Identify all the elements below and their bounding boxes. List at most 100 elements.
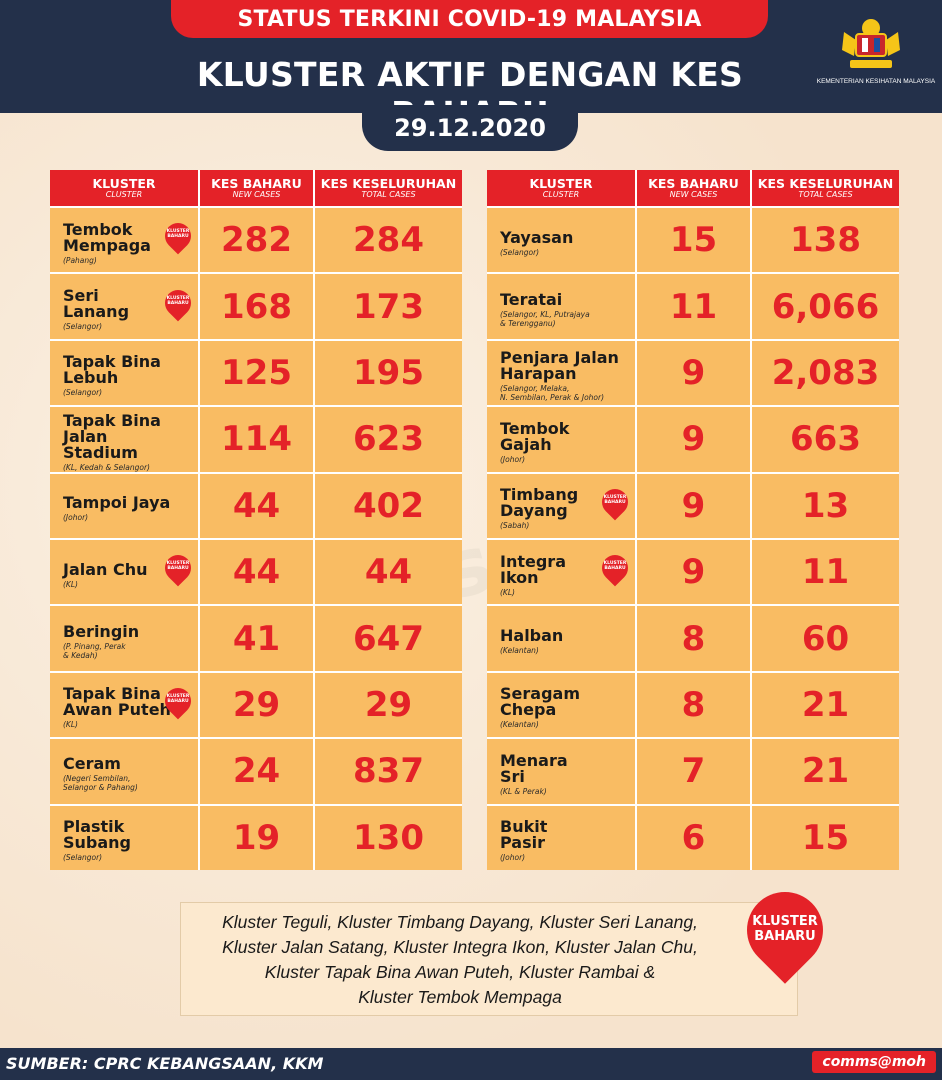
cluster-location: (Pahang) xyxy=(63,255,97,265)
header-new-cases: KES BAHARU NEW CASES xyxy=(200,170,315,206)
total-cases-value: 837 xyxy=(315,739,462,804)
table-row: Tampoi Jaya (Johor) 44 402 xyxy=(50,471,462,538)
badge-label: KLUSTER BAHARU xyxy=(166,229,190,240)
table-row: Seragam Chepa (Kelantan) 8 21 xyxy=(487,670,899,738)
table-row: Halban (Kelantan) 8 60 xyxy=(487,604,899,671)
cluster-location: (Selangor, Melaka, N. Sembilan, Perak & … xyxy=(500,383,605,402)
header-new-sub: NEW CASES xyxy=(232,190,281,199)
cluster-name: Tapak Bina Awan Puteh xyxy=(63,684,171,720)
cluster-name-cell: Tembok Gajah (Johor) xyxy=(487,407,637,472)
new-cases-value: 6 xyxy=(637,805,752,870)
footer-bar: SUMBER: CPRC KEBANGSAAN, KKM comms@moh xyxy=(0,1048,942,1080)
cluster-name-cell: Tapak Bina Jalan Stadium (KL, Kedah & Sel… xyxy=(50,407,200,472)
new-cluster-pin-icon: KLUSTER BAHARU xyxy=(596,483,634,523)
new-clusters-note: Kluster Teguli, Kluster Timbang Dayang, … xyxy=(180,910,740,1010)
cluster-location: (Selangor) xyxy=(63,388,103,398)
cluster-location: (KL) xyxy=(63,720,78,730)
new-cases-value: 15 xyxy=(637,208,752,273)
badge-label: KLUSTER BAHARU xyxy=(603,494,627,505)
cluster-name-cell: Integra Ikon (KL) KLUSTER BAHARU xyxy=(487,539,637,605)
ministry-label: KEMENTERIAN KESIHATAN MALAYSIA xyxy=(816,78,936,85)
table-row: Ceram (Negeri Sembilan, Selangor & Pahang… xyxy=(50,737,462,804)
date-badge: 29.12.2020 xyxy=(362,105,578,151)
header-cluster: KLUSTER CLUSTER xyxy=(50,170,200,206)
cluster-name: Teratai xyxy=(500,289,563,309)
total-cases-value: 2,083 xyxy=(752,340,899,406)
cluster-location: (Selangor) xyxy=(500,247,540,257)
total-cases-value: 623 xyxy=(315,407,462,472)
cluster-table-right: KLUSTER CLUSTER KES BAHARU NEW CASES KES… xyxy=(487,170,899,870)
header-new-label: KES BAHARU xyxy=(211,176,302,191)
cluster-name-cell: Tembok Mempaga (Pahang) KLUSTER BAHARU xyxy=(50,208,200,273)
header-new-sub: NEW CASES xyxy=(669,190,718,199)
cluster-name-cell: Penjara Jalan Harapan (Selangor, Melaka, … xyxy=(487,340,637,406)
header-total-cases: KES KESELURUHAN TOTAL CASES xyxy=(752,170,899,206)
cluster-name-cell: Yayasan (Selangor) xyxy=(487,208,637,273)
new-cases-value: 114 xyxy=(200,407,315,472)
cluster-location: (Kelantan) xyxy=(500,720,539,730)
cluster-name-cell: Tampoi Jaya (Johor) xyxy=(50,473,200,538)
new-cases-value: 19 xyxy=(200,805,315,870)
cluster-name-cell: Beringin (P. Pinang, Perak & Kedah) xyxy=(50,606,200,671)
new-cases-value: 9 xyxy=(637,407,752,472)
cluster-name-cell: Plastik Subang (Selangor) xyxy=(50,805,200,870)
new-cases-value: 168 xyxy=(200,274,315,339)
cluster-name: Tembok Mempaga xyxy=(63,219,151,255)
table-row: Teratai (Selangor, KL, Putrajaya & Tereng… xyxy=(487,272,899,339)
table-row: Penjara Jalan Harapan (Selangor, Melaka, … xyxy=(487,338,899,406)
badge-label: KLUSTER BAHARU xyxy=(166,561,190,572)
cluster-name-cell: Halban (Kelantan) xyxy=(487,606,637,671)
cluster-location: (Johor) xyxy=(63,513,89,523)
new-cases-value: 9 xyxy=(637,340,752,406)
cluster-name: Yayasan xyxy=(500,227,574,247)
new-cluster-pin-icon: KLUSTER BAHARU xyxy=(731,876,839,992)
new-cluster-pin-icon: KLUSTER BAHARU xyxy=(159,682,197,722)
new-cases-value: 8 xyxy=(637,672,752,738)
cluster-location: (KL & Perak) xyxy=(500,786,547,796)
cluster-name: Seri Lanang xyxy=(63,286,130,322)
badge-label: KLUSTER BAHARU xyxy=(166,295,190,306)
cluster-name-cell: Tapak Bina Lebuh (Selangor) xyxy=(50,340,200,406)
new-cluster-pin-icon: KLUSTER BAHARU xyxy=(159,549,197,589)
total-cases-value: 29 xyxy=(315,672,462,738)
cluster-location: (Kelantan) xyxy=(500,646,539,656)
table-row: Timbang Dayang (Sabah) KLUSTER BAHARU 9 13 xyxy=(487,471,899,538)
table-row: Integra Ikon (KL) KLUSTER BAHARU 9 11 xyxy=(487,537,899,605)
new-cases-value: 24 xyxy=(200,739,315,804)
cluster-name: Beringin xyxy=(63,621,140,641)
cluster-location: (Negeri Sembilan, Selangor & Pahang) xyxy=(63,774,138,793)
total-cases-value: 284 xyxy=(315,208,462,273)
total-cases-value: 647 xyxy=(315,606,462,671)
source-label: SUMBER: CPRC KEBANGSAAN, KKM xyxy=(6,1054,324,1073)
cluster-name: Bukit Pasir xyxy=(500,817,548,853)
table-row: Menara Sri (KL & Perak) 7 21 xyxy=(487,737,899,804)
total-cases-value: 21 xyxy=(752,672,899,738)
cluster-name: Menara Sri xyxy=(500,750,568,786)
cluster-name: Plastik Subang xyxy=(63,817,132,853)
total-cases-value: 60 xyxy=(752,606,899,671)
header-cluster-label: KLUSTER xyxy=(529,176,593,191)
cluster-location: (P. Pinang, Perak & Kedah) xyxy=(63,641,126,660)
new-cluster-pin-icon: KLUSTER BAHARU xyxy=(159,284,197,324)
total-cases-value: 138 xyxy=(752,208,899,273)
new-cases-value: 7 xyxy=(637,739,752,804)
table-header: KLUSTER CLUSTER KES BAHARU NEW CASES KES… xyxy=(50,170,462,206)
note-line: Kluster Jalan Satang, Kluster Integra Ik… xyxy=(222,937,698,957)
cluster-location: (Johor) xyxy=(500,853,526,863)
badge-label: KLUSTER BAHARU xyxy=(166,693,190,704)
cluster-name: Tampoi Jaya xyxy=(63,493,171,513)
cluster-name-cell: Jalan Chu (KL) KLUSTER BAHARU xyxy=(50,539,200,605)
cluster-name-cell: Timbang Dayang (Sabah) KLUSTER BAHARU xyxy=(487,473,637,538)
cluster-name-cell: Tapak Bina Awan Puteh (KL) KLUSTER BAHARU xyxy=(50,672,200,738)
new-cases-value: 29 xyxy=(200,672,315,738)
cluster-name-cell: Seri Lanang (Selangor) KLUSTER BAHARU xyxy=(50,274,200,339)
cluster-name-cell: Ceram (Negeri Sembilan, Selangor & Pahang… xyxy=(50,739,200,804)
cluster-location: (Sabah) xyxy=(500,521,530,531)
note-line: Kluster Teguli, Kluster Timbang Dayang, … xyxy=(222,912,698,932)
cluster-name: Tembok Gajah xyxy=(500,418,570,454)
total-cases-value: 195 xyxy=(315,340,462,406)
cluster-location: (Selangor) xyxy=(63,853,103,863)
cluster-name-cell: Seragam Chepa (Kelantan) xyxy=(487,672,637,738)
total-cases-value: 663 xyxy=(752,407,899,472)
note-line: Kluster Tapak Bina Awan Puteh, Kluster R… xyxy=(264,962,656,982)
